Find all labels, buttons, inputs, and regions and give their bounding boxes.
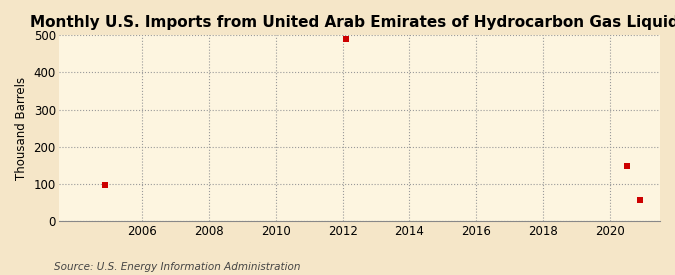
Text: Source: U.S. Energy Information Administration: Source: U.S. Energy Information Administ… (54, 262, 300, 272)
Y-axis label: Thousand Barrels: Thousand Barrels (15, 76, 28, 180)
Title: Monthly U.S. Imports from United Arab Emirates of Hydrocarbon Gas Liquids: Monthly U.S. Imports from United Arab Em… (30, 15, 675, 30)
